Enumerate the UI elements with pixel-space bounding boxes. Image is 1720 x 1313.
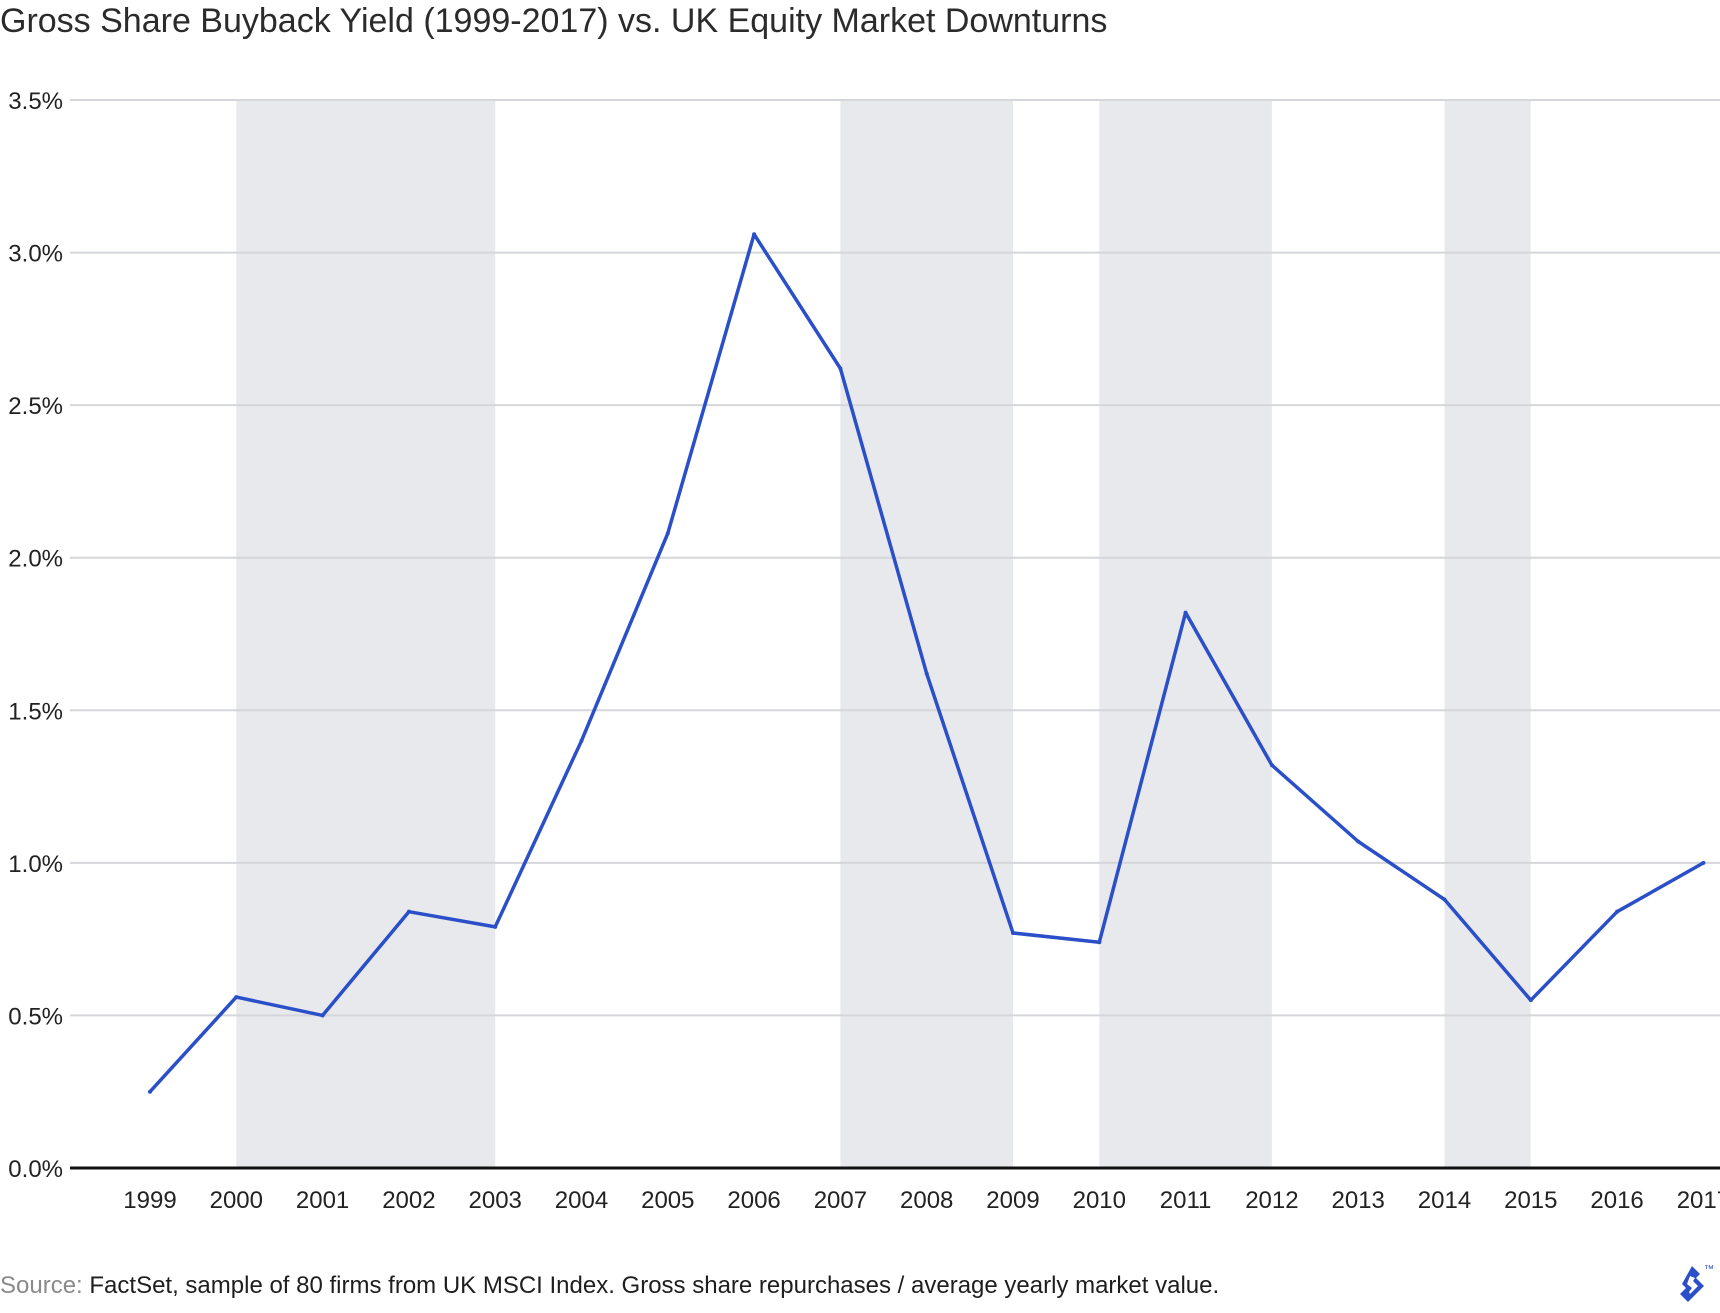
downturn-band-2000-2003 bbox=[236, 100, 496, 1168]
x-tick-label: 2002 bbox=[382, 1187, 435, 1214]
data-point-2017 bbox=[1701, 860, 1706, 865]
x-axis-ticks: 1999 2000 2001 2002 2003 2004 2005 2006 2007 2008… bbox=[123, 1187, 1720, 1214]
data-point-2008 bbox=[924, 671, 929, 676]
x-tick-label: 2008 bbox=[900, 1187, 953, 1214]
toptal-logo-icon: ™ bbox=[1670, 1262, 1718, 1313]
downturn-shading-group bbox=[236, 100, 1531, 1168]
data-point-2004 bbox=[579, 738, 584, 743]
y-tick-label: 3.5% bbox=[8, 88, 63, 115]
data-point-2010 bbox=[1097, 940, 1102, 945]
x-tick-label: 2011 bbox=[1160, 1187, 1212, 1214]
x-tick-label: 2006 bbox=[727, 1187, 780, 1214]
trademark-mark: ™ bbox=[1704, 1264, 1714, 1275]
data-point-2012 bbox=[1269, 763, 1274, 768]
x-tick-label: 2013 bbox=[1332, 1187, 1385, 1214]
x-tick-label: 2005 bbox=[641, 1187, 694, 1214]
x-tick-label: 2007 bbox=[814, 1187, 867, 1214]
source-label: Source: bbox=[0, 1272, 83, 1299]
y-tick-label: 2.5% bbox=[8, 393, 63, 420]
data-point-2015 bbox=[1528, 998, 1533, 1003]
y-tick-label: 0.0% bbox=[8, 1156, 63, 1183]
data-point-2009 bbox=[1011, 931, 1015, 936]
data-point-2002 bbox=[406, 909, 411, 914]
data-point-2007 bbox=[838, 366, 843, 371]
x-tick-label: 2000 bbox=[210, 1187, 263, 1214]
x-tick-label: 2012 bbox=[1245, 1187, 1298, 1214]
y-tick-label: 1.5% bbox=[8, 698, 63, 725]
data-point-2005 bbox=[665, 531, 670, 536]
x-tick-label: 2003 bbox=[469, 1187, 522, 1214]
y-tick-label: 1.0% bbox=[8, 851, 63, 878]
x-tick-label: 2010 bbox=[1073, 1187, 1126, 1214]
x-tick-label: 2001 bbox=[296, 1187, 349, 1214]
x-tick-label: 1999 bbox=[123, 1187, 176, 1214]
gridlines-group bbox=[70, 99, 1720, 1017]
data-point-2013 bbox=[1356, 839, 1361, 844]
x-tick-label: 2004 bbox=[555, 1187, 608, 1214]
downturn-band-2010-2012 bbox=[1099, 100, 1272, 1168]
y-tick-label: 3.0% bbox=[8, 241, 63, 268]
data-point-2000 bbox=[234, 995, 239, 1000]
y-tick-label: 2.0% bbox=[8, 546, 63, 573]
x-tick-label: 2015 bbox=[1504, 1187, 1557, 1214]
data-point-2014 bbox=[1442, 897, 1447, 902]
source-text: FactSet, sample of 80 firms from UK MSCI… bbox=[89, 1272, 1220, 1299]
y-tick-label: 0.5% bbox=[8, 1003, 63, 1030]
data-point-2016 bbox=[1615, 909, 1620, 914]
x-tick-label: 2009 bbox=[986, 1187, 1039, 1214]
x-tick-label: 2014 bbox=[1418, 1187, 1471, 1214]
chart-title: Gross Share Buyback Yield (1999-2017) vs… bbox=[0, 2, 1108, 40]
data-point-2003 bbox=[493, 924, 498, 929]
x-tick-label: 2017 bbox=[1677, 1187, 1720, 1214]
downturn-band-2014-2015 bbox=[1444, 100, 1531, 1168]
x-tick-label: 2016 bbox=[1590, 1187, 1643, 1214]
data-point-1999 bbox=[148, 1089, 152, 1094]
downturn-band-2007-2009 bbox=[840, 100, 1013, 1168]
data-point-2006 bbox=[752, 232, 757, 237]
source-note: Source: FactSet, sample of 80 firms from… bbox=[0, 1272, 1219, 1300]
y-axis-ticks: 0.0% 0.5% 1.0% 1.5% 2.0% 2.5% 3.0% 3.5% bbox=[8, 88, 63, 1183]
data-point-2011 bbox=[1183, 610, 1188, 615]
data-point-2001 bbox=[320, 1013, 325, 1018]
